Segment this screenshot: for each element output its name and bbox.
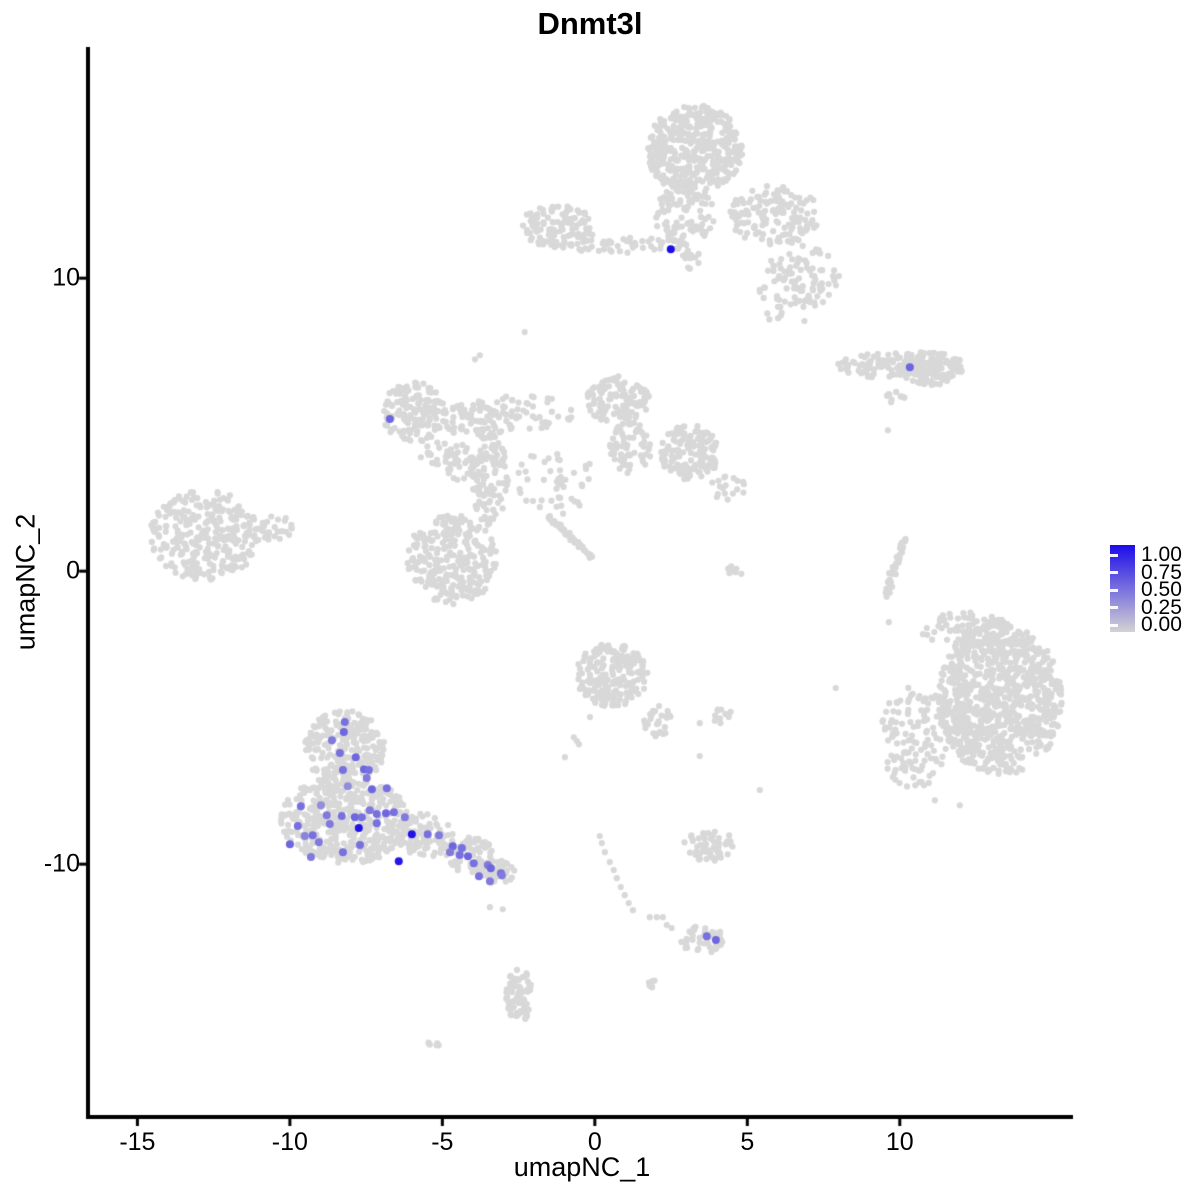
legend-tick-label: 0.50 (1141, 578, 1182, 601)
legend-tick-mark (1110, 606, 1118, 609)
legend-tick-label: 1.00 (1141, 543, 1182, 566)
legend-gradient-bar (1110, 545, 1135, 632)
legend-tick-mark (1110, 571, 1118, 574)
x-tick-label: 10 (885, 1128, 914, 1156)
x-tick-label: -5 (431, 1128, 454, 1156)
legend-tick-label: 0.00 (1141, 613, 1182, 636)
y-tick-label: 10 (52, 263, 80, 292)
legend-tick-label: 0.25 (1141, 595, 1182, 619)
x-tick-label: 0 (587, 1128, 602, 1156)
y-tick-label: 0 (66, 556, 80, 585)
x-tick-label: 5 (740, 1128, 755, 1156)
legend-tick-mark (1110, 588, 1118, 592)
y-tick-label: -10 (43, 849, 80, 878)
legend-tick-mark (1110, 553, 1118, 557)
x-axis-title: umapNC_1 (513, 1152, 651, 1182)
plot-title: Dnmt3l (537, 6, 643, 41)
x-tick-label: -15 (119, 1128, 156, 1156)
legend-tick-mark (1110, 623, 1118, 627)
legend-tick-label: 0.75 (1141, 560, 1182, 584)
x-tick-label: -10 (271, 1128, 308, 1156)
